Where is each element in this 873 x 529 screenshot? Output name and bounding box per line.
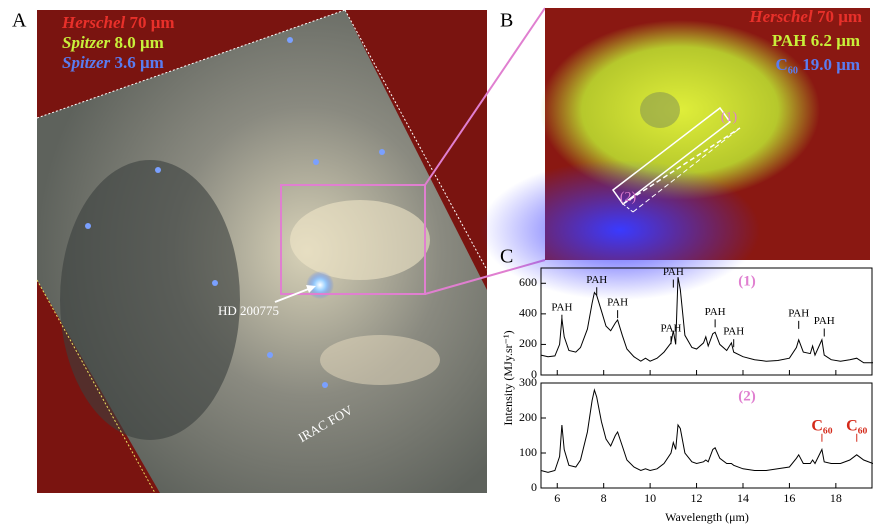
legend-entry: Herschel 70 μm: [61, 13, 175, 32]
annotation: PAH: [607, 297, 628, 309]
plot-frame: [540, 267, 873, 376]
annotation: C₆₀: [846, 417, 867, 434]
y-tick-label: 200: [519, 410, 537, 424]
x-tick-label: 16: [783, 491, 795, 505]
star-label: HD 200775: [218, 303, 279, 318]
plot-label: (1): [738, 273, 756, 289]
region-label: (2): [620, 190, 637, 205]
annotation: PAH: [705, 306, 726, 318]
legend-entry: Spitzer 3.6 μm: [62, 53, 164, 72]
annotation: PAH: [551, 301, 572, 313]
annotation: PAH: [663, 266, 684, 278]
annotation: PAH: [814, 315, 835, 327]
y-tick-label: 0: [531, 367, 537, 381]
y-tick-label: 300: [519, 375, 537, 389]
spectrum-line: [540, 388, 873, 473]
legend-entry: C₆₀ 19.0 μm: [775, 55, 860, 74]
x-tick-label: 14: [737, 491, 749, 505]
panel-a-image: [36, 7, 546, 494]
annotation: PAH: [723, 326, 744, 338]
spectrum-line: [540, 277, 873, 364]
panel-label: A: [12, 10, 27, 32]
y-tick-label: 0: [531, 480, 537, 494]
x-tick-label: 8: [601, 491, 607, 505]
region-label: (1): [721, 110, 738, 125]
x-tick-label: 10: [644, 491, 656, 505]
y-tick-label: 100: [519, 445, 537, 459]
plot-frame: [540, 382, 873, 489]
y-tick-label: 200: [519, 336, 537, 350]
annotation: PAH: [661, 323, 682, 335]
legend-entry: Herschel 70 μm: [748, 7, 862, 26]
annotation: PAH: [788, 307, 809, 319]
plot-label: (2): [738, 388, 756, 404]
y-axis-label: Intensity (MJy.sr⁻¹): [501, 330, 515, 425]
annotation: PAH: [586, 274, 607, 286]
y-tick-label: 400: [519, 306, 537, 320]
x-tick-label: 6: [554, 491, 560, 505]
panel-label: B: [500, 10, 513, 32]
annotation: C₆₀: [811, 417, 832, 434]
legend-entry: Spitzer 8.0 μm: [62, 33, 164, 52]
x-tick-label: 18: [830, 491, 842, 505]
y-tick-label: 600: [519, 275, 537, 289]
x-axis-label: Wavelength (μm): [665, 510, 749, 524]
panel-label: C: [500, 246, 513, 268]
panel-b-image: [480, 8, 870, 300]
legend-entry: PAH 6.2 μm: [772, 31, 860, 50]
x-tick-label: 12: [691, 491, 703, 505]
